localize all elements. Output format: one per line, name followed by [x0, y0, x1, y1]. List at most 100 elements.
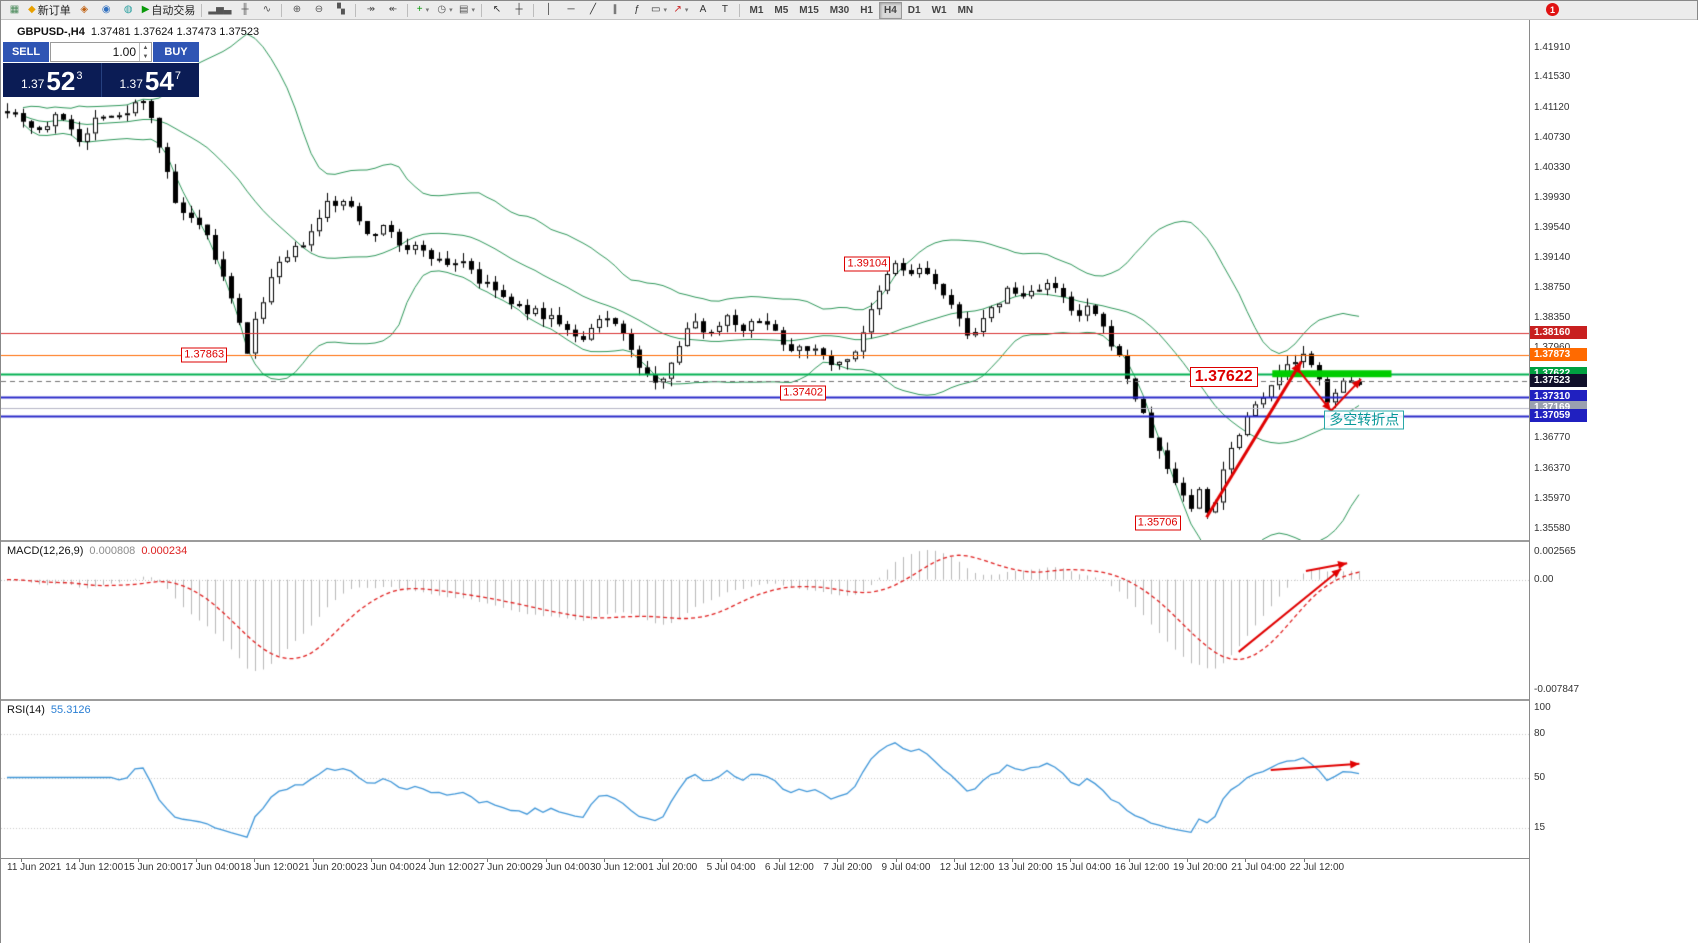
new-order-button[interactable]: ◆ 新订单 [26, 3, 73, 18]
timeframe-m15-button[interactable]: M15 [799, 4, 819, 16]
time-axis-label: 5 Jul 04:00 [706, 862, 756, 873]
trendline-icon: ╱ [589, 4, 596, 15]
new-order-icon: ◆ [28, 4, 36, 15]
price-axis-label: 1.38350 [1534, 312, 1571, 324]
text-button[interactable]: A [692, 3, 713, 18]
cursor-button[interactable]: ↖ [486, 3, 507, 18]
trendline-button[interactable]: ╱ [582, 3, 603, 18]
timeframe-mn-button[interactable]: MN [957, 4, 974, 16]
price-axis-label: 1.39540 [1534, 222, 1571, 233]
horizontal-line-icon: ─ [567, 4, 575, 15]
main-chart-canvas[interactable] [1, 20, 1529, 540]
price-axis-label: 1.40730 [1534, 131, 1571, 143]
macd-header: MACD(12,26,9) 0.000808 0.000234 [7, 545, 187, 557]
zoom-in-icon: ⊕ [292, 4, 302, 15]
arrows-button[interactable]: ↗ ▾ [670, 3, 691, 18]
macd-signal-value: 0.000234 [141, 545, 188, 557]
rsi-canvas[interactable] [1, 701, 1529, 858]
time-axis-label: 12 Jul 12:00 [939, 862, 995, 873]
time-tick [1070, 859, 1072, 862]
zoom-in-button[interactable]: ⊕ [286, 3, 307, 18]
time-axis-label: 23 Jun 04:00 [356, 862, 415, 873]
time-axis-label: 15 Jun 20:00 [123, 862, 182, 873]
sell-price-small: 1.37 [21, 77, 45, 91]
line-chart-mode-button[interactable]: ∿ [256, 3, 277, 18]
sell-price-display[interactable]: 1.37 52 3 [3, 63, 101, 97]
time-tick [487, 859, 489, 862]
rsi-value: 55.3126 [50, 704, 91, 716]
toolbar-separator [355, 3, 357, 17]
autotrading-button[interactable]: ▶ 自动交易 [140, 3, 198, 18]
price-axis-label: 1.35580 [1534, 522, 1571, 534]
chart-window-button[interactable]: ▦ [4, 3, 25, 18]
templates-icon: ▤ [459, 4, 469, 15]
time-axis-label: 21 Jun 20:00 [298, 862, 357, 873]
volume-value[interactable]: 1.00 [112, 45, 136, 59]
shapes-button[interactable]: ▭ ▾ [648, 3, 669, 18]
sell-button[interactable]: SELL [3, 42, 49, 62]
time-axis[interactable]: 11 Jun 2021 14 Jun 12:00 15 Jun 20:00 17 Ju… [1, 858, 1529, 875]
time-tick [1128, 859, 1130, 862]
time-tick [1187, 859, 1188, 862]
macd-panel: MACD(12,26,9) 0.000808 0.000234 [1, 542, 1529, 699]
periods-button[interactable]: ◷ ▾ [434, 3, 455, 18]
price-axis-label: 1.41910 [1534, 42, 1571, 54]
periods-icon: ◷ [437, 4, 447, 15]
volume-down-button[interactable]: ▼ [142, 53, 149, 60]
buy-price-display[interactable]: 1.37 54 7 [100, 63, 200, 97]
templates-button[interactable]: ▤ ▾ [456, 3, 477, 18]
zoom-out-button[interactable]: ⊖ [308, 3, 329, 18]
price-axis-label: 1.38750 [1534, 281, 1571, 293]
text-label-icon: T [721, 4, 729, 15]
timeframe-h4-button[interactable]: H4 [879, 1, 902, 19]
horizontal-line-button[interactable]: ─ [560, 3, 581, 18]
fibonacci-button[interactable]: ƒ [626, 3, 647, 18]
shapes-icon: ▭ [651, 4, 661, 15]
tile-windows-icon: ▚ [337, 4, 345, 15]
timeframe-m30-button[interactable]: M30 [829, 4, 850, 16]
price-axis-label: 1.39140 [1534, 252, 1571, 264]
buy-button[interactable]: BUY [153, 42, 199, 62]
vertical-line-button[interactable]: │ [538, 3, 559, 18]
price-axis-label: 1.40330 [1534, 162, 1571, 174]
macd-canvas[interactable] [1, 542, 1529, 699]
metaeditor-button[interactable]: ◈ [74, 3, 95, 18]
price-axis-label: 1.41530 [1534, 70, 1571, 82]
time-axis-label: 18 Jun 12:00 [240, 862, 299, 873]
time-axis-label: 6 Jul 12:00 [764, 862, 814, 873]
timeframe-m1-button[interactable]: M1 [749, 4, 764, 16]
data-window-button[interactable]: ◍ [118, 3, 139, 18]
notification-badge[interactable]: 1 [1546, 3, 1559, 16]
text-label-button[interactable]: T [714, 3, 735, 18]
price-tag: 1.37310 [1530, 390, 1587, 404]
time-axis-label: 22 Jul 12:00 [1289, 862, 1345, 873]
timeframe-d1-button[interactable]: D1 [907, 4, 921, 16]
volume-up-button[interactable]: ▲ [142, 44, 149, 51]
indicators-button[interactable]: + ▾ [412, 3, 433, 18]
buy-price-small: 1.37 [119, 77, 143, 91]
bar-chart-mode-button[interactable]: ▂▅▃ [206, 3, 233, 18]
time-tick [254, 859, 256, 862]
timeframe-w1-button[interactable]: W1 [931, 4, 947, 16]
toolbar-separator [281, 3, 283, 17]
time-tick [1303, 859, 1305, 862]
panel-divider[interactable] [1, 699, 1529, 701]
bar-chart-mode-icon: ▂▅▃ [208, 4, 232, 15]
chart-shift-button[interactable]: ↞ [382, 3, 403, 18]
crosshair-button[interactable]: ┼ [508, 3, 529, 18]
chevron-down-icon: ▾ [449, 7, 453, 14]
price-axis[interactable]: 1.41910 1.41530 1.41120 1.40730 1.40330 1.399… [1529, 20, 1698, 943]
equidistant-channel-button[interactable]: ∥ [604, 3, 625, 18]
volume-input[interactable]: 1.00 ▲ ▼ [50, 42, 152, 62]
time-tick [837, 859, 839, 862]
tile-windows-button[interactable]: ▚ [330, 3, 351, 18]
panel-divider[interactable] [1, 540, 1529, 542]
timeframe-m5-button[interactable]: M5 [774, 4, 789, 16]
candlestick-mode-button[interactable]: ╫ [234, 3, 255, 18]
auto-scroll-button[interactable]: ↠ [360, 3, 381, 18]
time-tick [662, 859, 664, 862]
timeframe-h1-button[interactable]: H1 [860, 4, 873, 16]
text-icon: A [699, 4, 707, 15]
market-watch-button[interactable]: ◉ [96, 3, 117, 18]
toolbar: ▦ ◆ 新订单 ◈ ◉ ◍ ▶ 自动交易 ▂▅▃ ╫ ∿ ⊕ ⊖ ▚ ↠ ↞ + ▾ ◷ ▾ ▤ ▾ ↖ ┼ │ ─ ╱ ∥ ƒ ▭ ▾ ↗ ▾… [1, 1, 1697, 20]
